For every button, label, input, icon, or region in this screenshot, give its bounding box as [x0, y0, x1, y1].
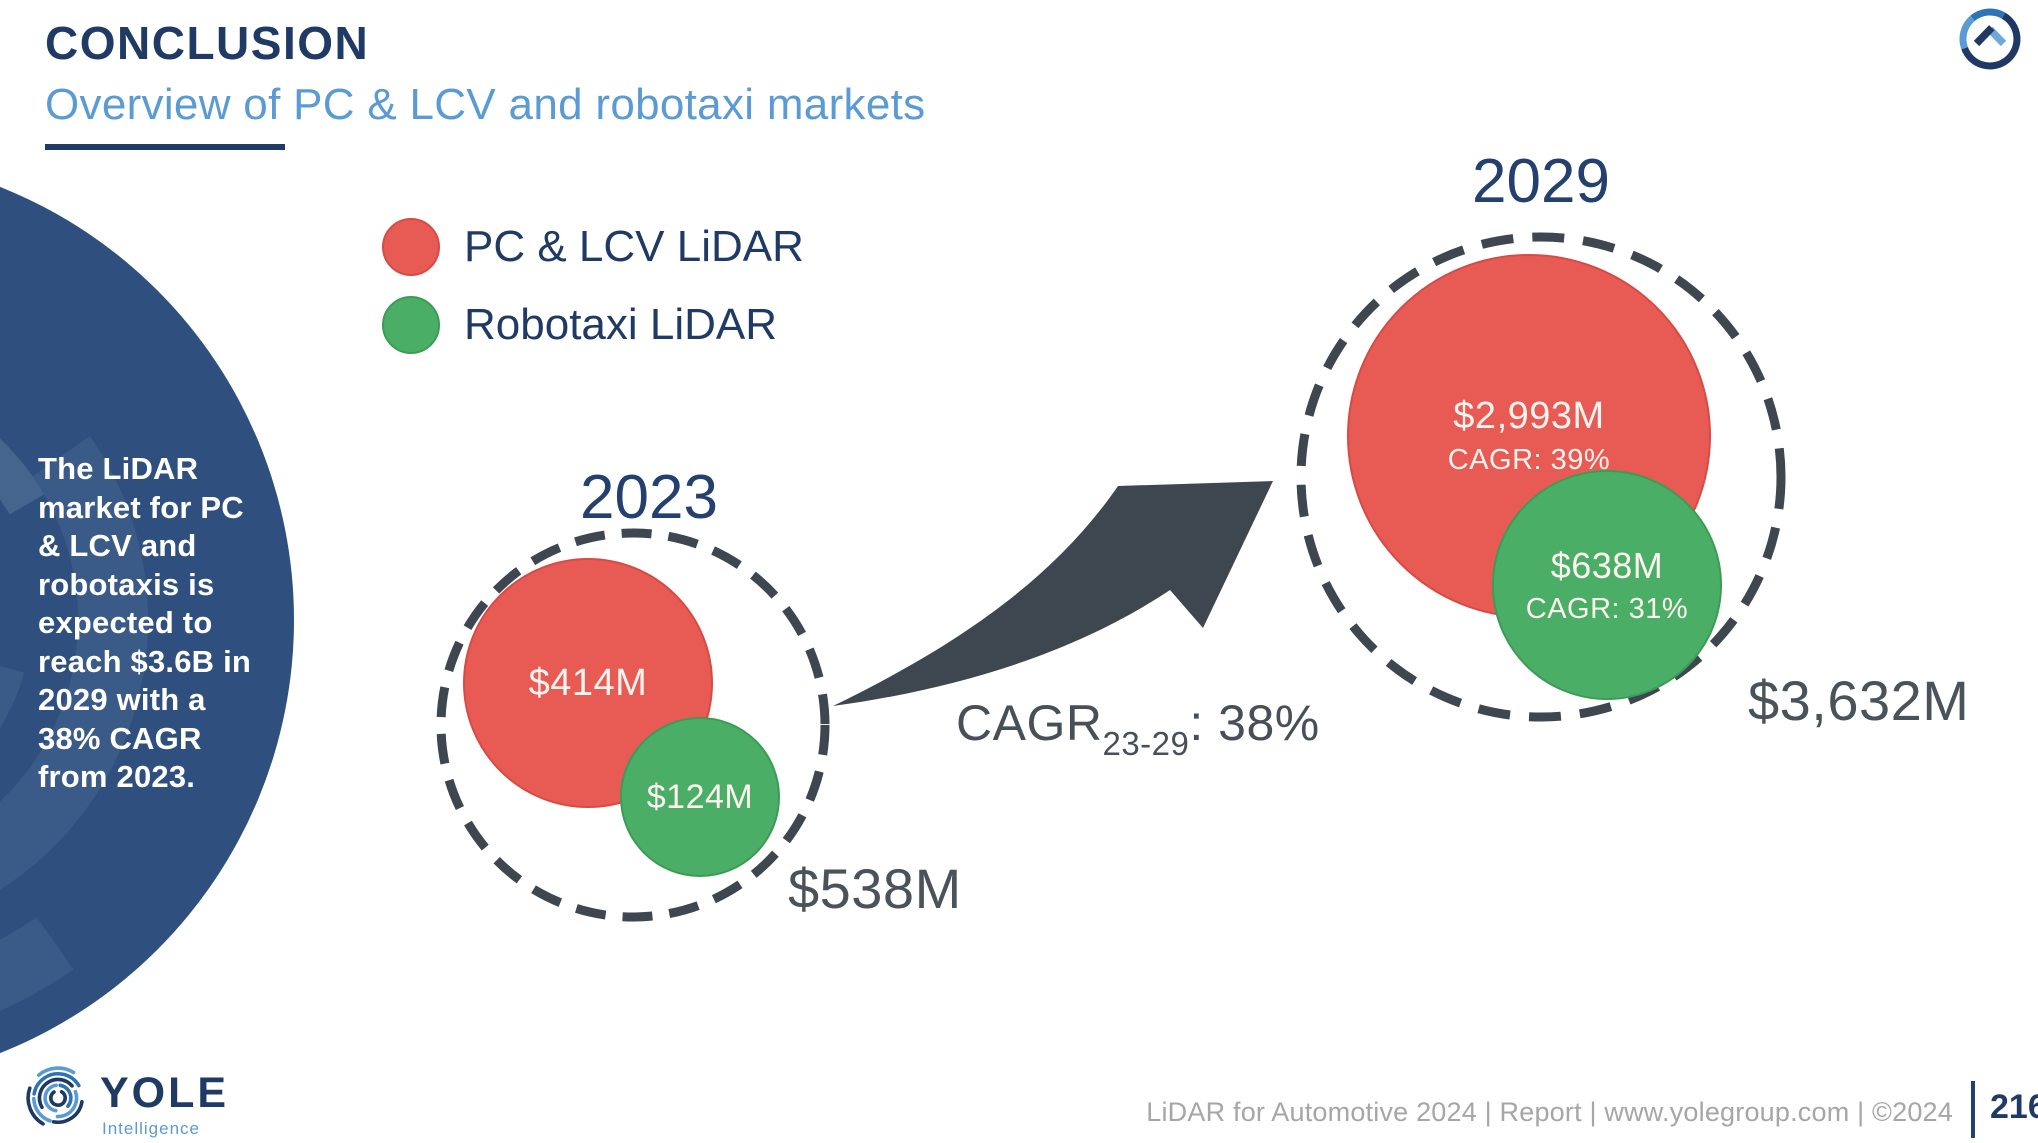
- sidebar-note: The LiDAR market for PC & LCV and robota…: [38, 451, 252, 794]
- total-2029: $3,632M: [1748, 669, 1970, 732]
- cagr-annotation-subscript: 23-29: [1102, 725, 1190, 762]
- bubble-robotaxi-2029: $638M CAGR: 31%: [1492, 470, 1722, 700]
- yole-logo-subtitle: Intelligence: [102, 1119, 201, 1138]
- decorative-circle-graphic: [0, 187, 294, 1053]
- bubble-value-pc-lcv-2023: $414M: [528, 661, 648, 704]
- yole-logo-text: YOLE Intelligence: [100, 1064, 229, 1139]
- bubble-pc-lcv-2023: $414M: [463, 558, 713, 808]
- chevron-up-circle-icon: [1959, 8, 2021, 69]
- year-title-2029: 2029: [1472, 147, 1610, 216]
- page-title: CONCLUSION: [45, 17, 370, 69]
- yole-logo-title: YOLE: [100, 1069, 230, 1117]
- legend-item-robotaxi: Robotaxi LiDAR: [382, 296, 804, 354]
- legend-label-pc-lcv: PC & LCV LiDAR: [464, 222, 804, 271]
- legend-swatch-pc-lcv: [382, 218, 440, 276]
- bubble-value-robotaxi-2029: $638M: [1550, 544, 1664, 586]
- footer-divider: [1971, 1081, 1975, 1138]
- legend-item-pc-lcv: PC & LCV LiDAR: [382, 218, 804, 276]
- cagr-annotation-suffix: : 38%: [1189, 695, 1320, 751]
- legend-swatch-robotaxi: [382, 296, 440, 354]
- bubble-cagr-pc-lcv-2029: CAGR: 39%: [1447, 444, 1611, 476]
- yole-spiral-icon: [26, 1066, 90, 1130]
- total-2023: $538M: [788, 857, 962, 920]
- footer-source: LiDAR for Automotive 2024 | Report | www…: [1146, 1097, 1953, 1127]
- page-number: 216: [1990, 1088, 2038, 1126]
- bubble-value-robotaxi-2023: $124M: [646, 777, 754, 816]
- legend-label-robotaxi: Robotaxi LiDAR: [464, 300, 778, 349]
- bubble-robotaxi-2023: $124M: [620, 717, 780, 877]
- cagr-annotation-prefix: CAGR: [956, 695, 1103, 751]
- legend: PC & LCV LiDAR Robotaxi LiDAR: [382, 218, 804, 354]
- page-subtitle: Overview of PC & LCV and robotaxi market…: [45, 80, 926, 129]
- growth-arrow-icon: [833, 481, 1273, 706]
- bubble-value-pc-lcv-2029: $2,993M: [1453, 395, 1605, 437]
- yole-logo: YOLE Intelligence: [24, 1064, 229, 1139]
- bubble-cagr-robotaxi-2029: CAGR: 31%: [1525, 592, 1689, 625]
- year-title-2023: 2023: [580, 463, 718, 532]
- cagr-annotation: CAGR23-29: 38%: [956, 694, 1320, 762]
- back-to-top-button[interactable]: [1956, 6, 2024, 74]
- title-underline: [45, 144, 285, 150]
